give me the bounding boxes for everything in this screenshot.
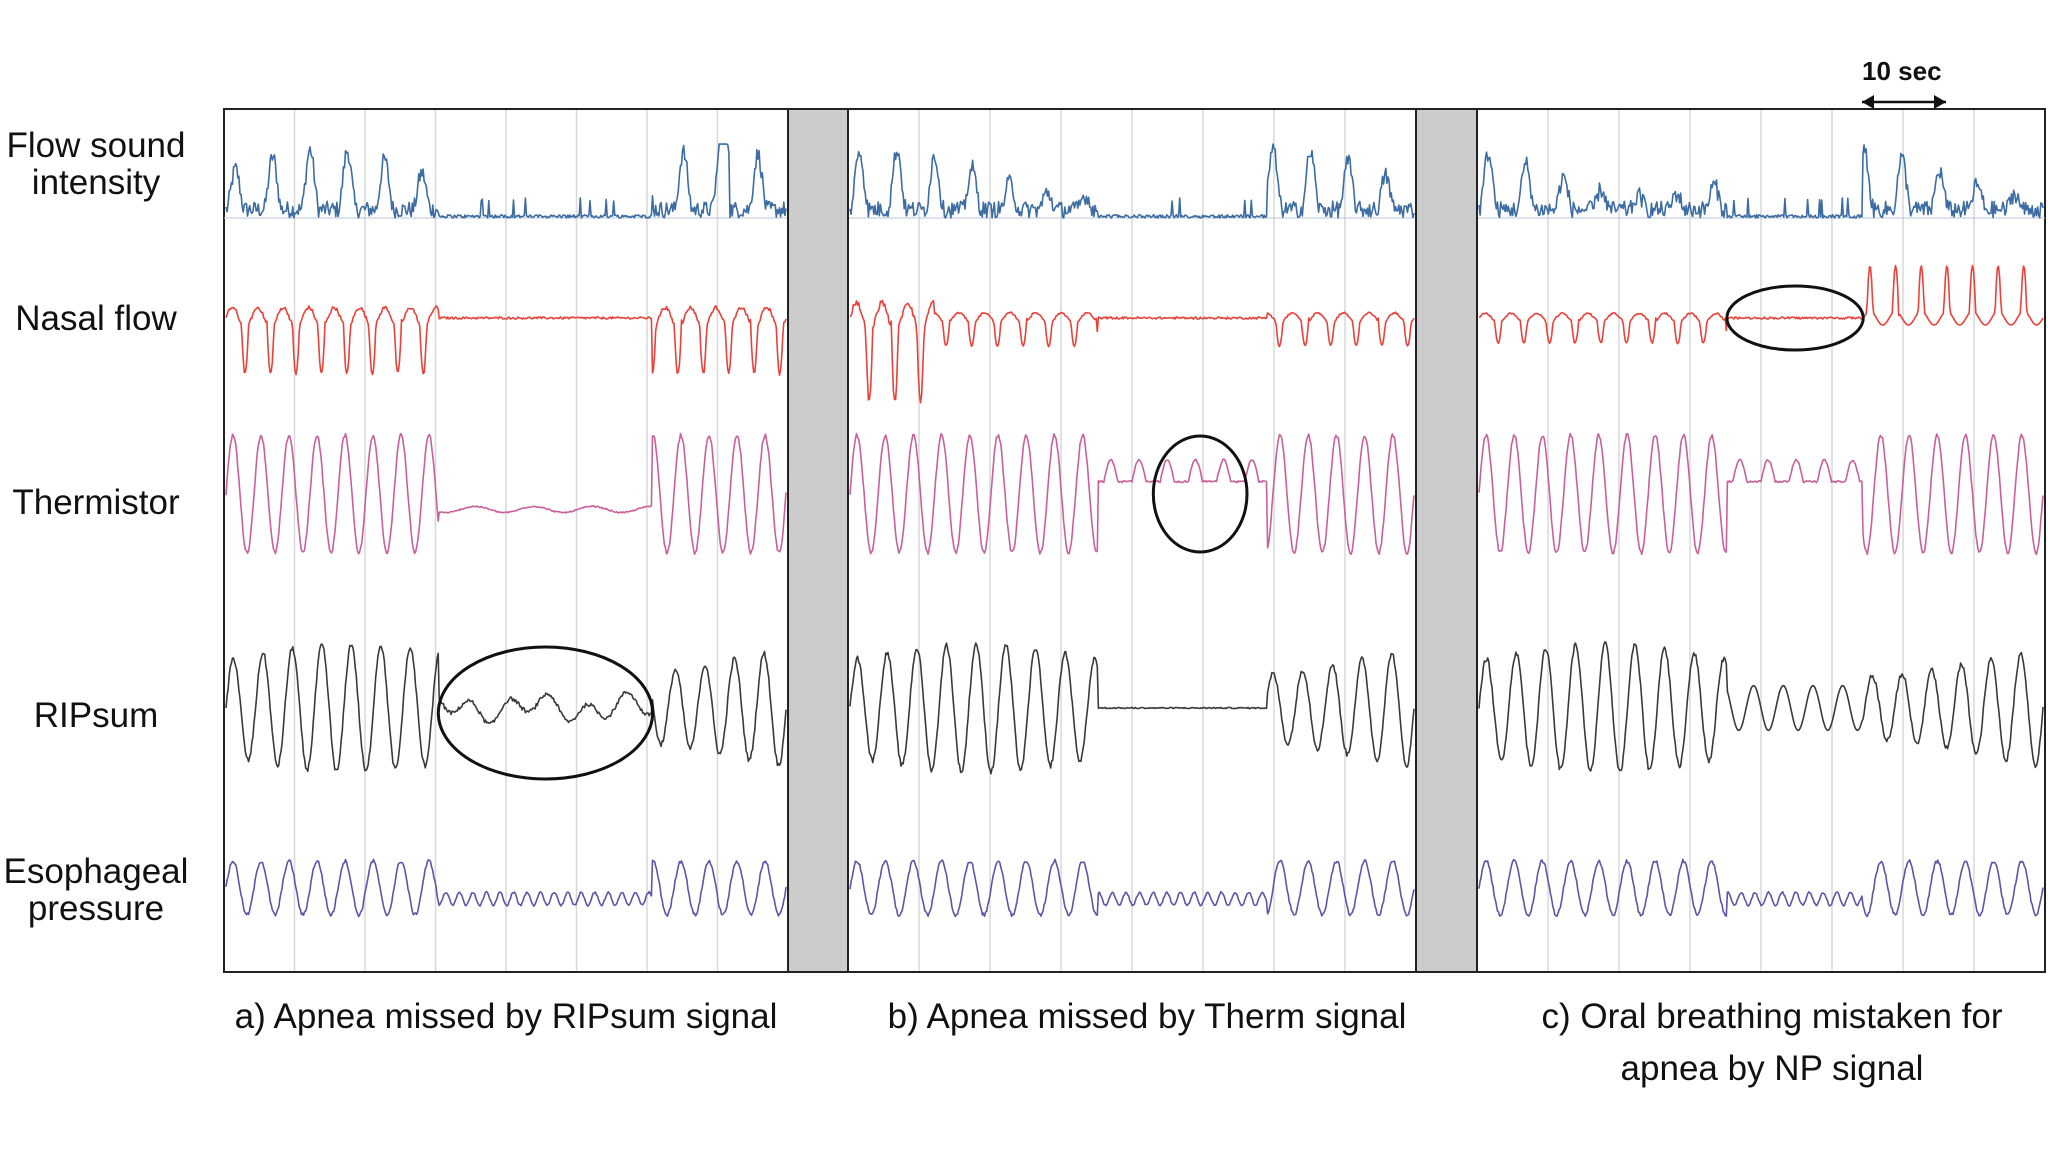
trace-nasal-flow <box>1478 264 2044 345</box>
trace-flow-sound-intensity <box>849 143 1415 219</box>
trace-nasal-flow <box>225 305 787 377</box>
annotation-ellipse <box>436 645 655 781</box>
scale-arrow-right <box>1934 95 1946 109</box>
channel-label-nasal-flow: Nasal flow <box>15 299 177 338</box>
trace-ripsum <box>225 643 787 773</box>
annotation-ellipse <box>1725 284 1865 352</box>
channel-label-thermistor: Thermistor <box>12 483 180 522</box>
caption-panel-a: a) Apnea missed by RIPsum signal <box>234 997 778 1036</box>
panels-layer <box>223 108 2046 973</box>
trace-ripsum <box>849 642 1415 775</box>
channel-label-flow-sound: Flow sound intensity <box>6 126 186 202</box>
annotation-ellipse <box>1151 434 1249 554</box>
scale-arrow-left <box>1862 95 1874 109</box>
panel-separator <box>787 108 849 973</box>
panel-separator <box>1415 108 1478 973</box>
trace-esophageal-pressure <box>1478 858 2044 918</box>
trace-thermistor <box>225 432 787 555</box>
panel-c <box>1476 108 2046 973</box>
scale-bar-label: 10 sec <box>1862 56 1942 86</box>
scale-bar <box>1862 95 1946 109</box>
channel-label-ripsum: RIPsum <box>33 696 159 735</box>
trace-nasal-flow <box>849 299 1415 404</box>
trace-flow-sound-intensity <box>1478 144 2044 219</box>
trace-flow-sound-intensity <box>225 143 787 219</box>
trace-esophageal-pressure <box>849 858 1415 918</box>
trace-thermistor <box>849 432 1415 556</box>
trace-esophageal-pressure <box>225 858 787 918</box>
panel-a <box>223 108 789 973</box>
caption-panel-c: c) Oral breathing mistaken for apnea by … <box>1541 997 2003 1088</box>
caption-panel-b: b) Apnea missed by Therm signal <box>887 997 1407 1036</box>
trace-thermistor <box>1478 432 2044 556</box>
trace-ripsum <box>1478 641 2044 772</box>
channel-label-esophageal-pressure: Esophageal pressure <box>3 852 189 928</box>
panel-b <box>847 108 1417 973</box>
